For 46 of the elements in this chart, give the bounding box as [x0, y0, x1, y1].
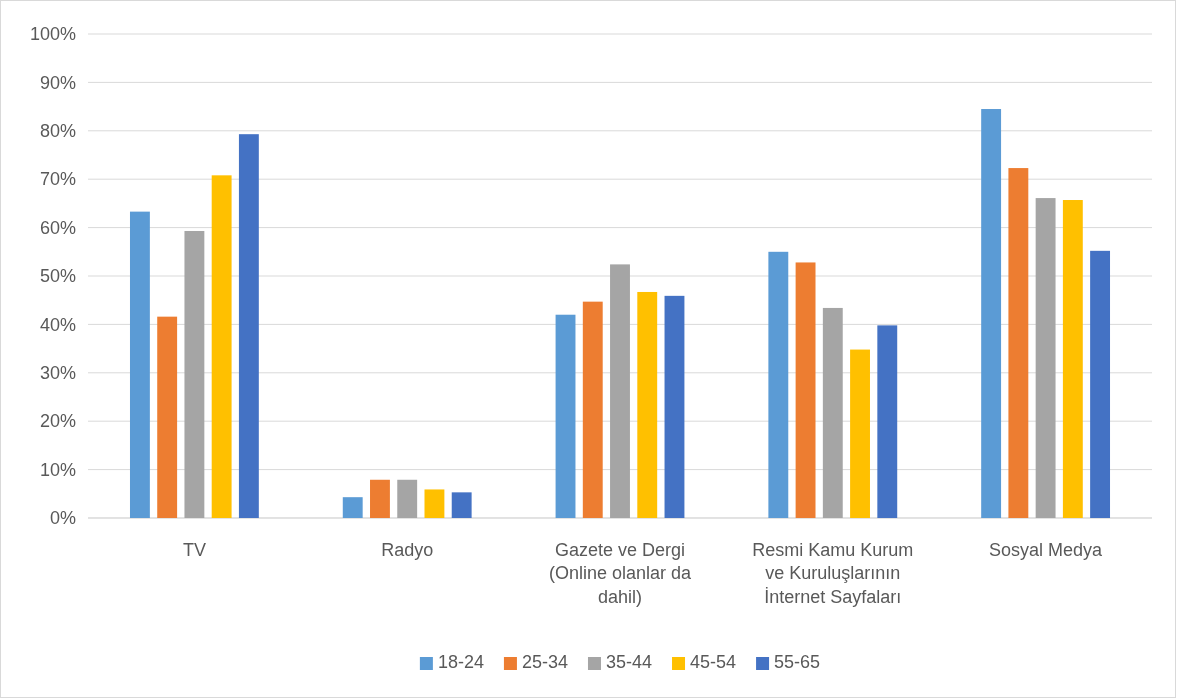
legend-label: 55-65 [774, 652, 821, 672]
y-tick-label: 10% [39, 459, 76, 480]
bar [451, 492, 472, 518]
bar [129, 211, 150, 518]
bar [370, 479, 390, 518]
legend-label: 25-34 [521, 652, 568, 672]
y-tick-label: 40% [39, 314, 76, 335]
y-tick-label: 60% [39, 217, 76, 238]
bar [1062, 200, 1083, 518]
y-tick-label: 0% [49, 508, 76, 529]
bar [795, 262, 816, 518]
bar [850, 349, 870, 518]
y-tick-label: 100% [29, 24, 76, 45]
y-tick-label: 20% [39, 411, 76, 432]
legend-label: 35-44 [605, 652, 653, 672]
bar [768, 251, 789, 518]
bar [877, 325, 898, 518]
bar [1035, 198, 1056, 518]
x-tick-label: Gazete ve Dergi (Online olanlar da dahil) [548, 540, 693, 607]
bar [397, 479, 418, 518]
bar [981, 109, 1002, 518]
bar [822, 307, 843, 518]
bar [1090, 250, 1111, 518]
bar [238, 134, 259, 518]
y-tick-label: 30% [39, 363, 76, 384]
y-tick-label: 50% [39, 266, 76, 287]
bar [1008, 168, 1029, 518]
bar [610, 264, 630, 518]
bar [582, 301, 603, 518]
x-tick-label: TV [182, 540, 206, 560]
bar [637, 291, 658, 518]
y-tick-label: 70% [39, 169, 76, 190]
y-tick-label: 90% [39, 72, 76, 93]
bar [342, 497, 363, 518]
bar [157, 316, 178, 518]
bar [184, 230, 205, 518]
legend-label: 18-24 [437, 652, 484, 672]
y-tick-label: 80% [39, 121, 76, 142]
x-tick-label: Radyo [381, 540, 434, 560]
bar [424, 489, 445, 518]
legend-label: 45-54 [690, 652, 737, 672]
bar [211, 175, 232, 518]
x-tick-label: Sosyal Medya [989, 540, 1104, 560]
bar [555, 314, 576, 518]
bar [664, 295, 685, 518]
x-tick-label: Resmi Kamu Kurum ve Kuruluşlarının İnternet Sayfaları [752, 540, 914, 607]
